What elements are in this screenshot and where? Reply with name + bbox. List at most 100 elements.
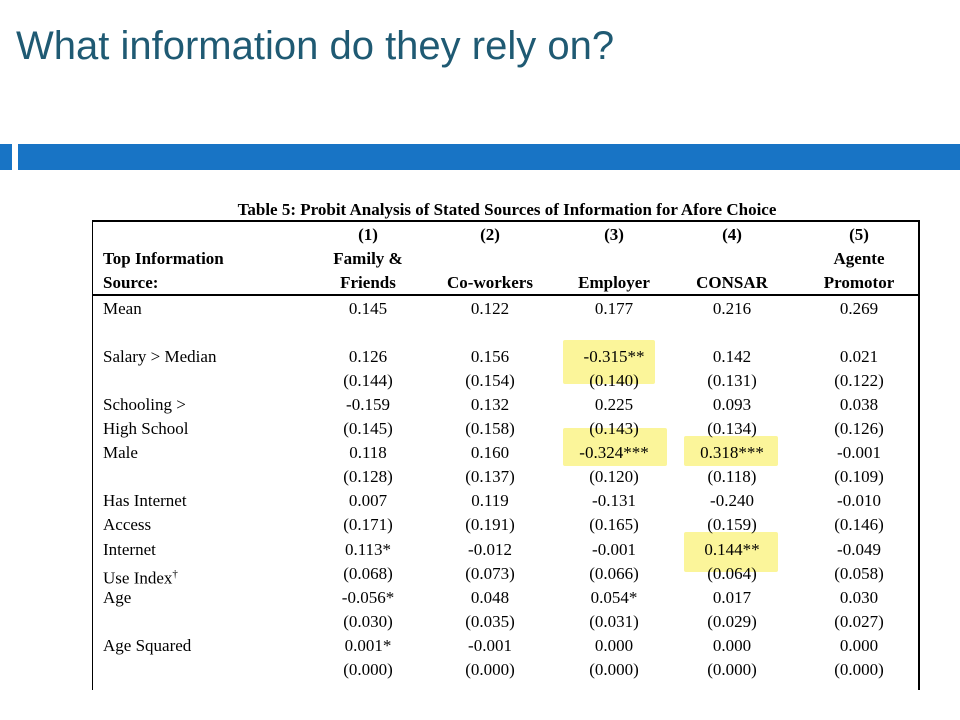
table-cell: 0.054* [590, 588, 638, 607]
table-cell: 0.038 [839, 395, 879, 414]
table-cell: 0.225 [594, 395, 634, 414]
table-cell: -0.056* [341, 588, 395, 607]
table-cell: (0.064) [707, 564, 757, 583]
col-number: (3) [604, 225, 624, 244]
table-cell: 0.122 [470, 299, 510, 318]
table-cell: (0.191) [465, 515, 515, 534]
table-cell: (0.073) [465, 564, 515, 583]
row-label: Access [103, 515, 152, 534]
table-cell: -0.315** [583, 347, 645, 366]
table-cell: (0.140) [589, 371, 639, 390]
table-cell: 0.142 [712, 347, 752, 366]
table-cell: (0.030) [343, 612, 393, 631]
table-cell: -0.159 [346, 395, 390, 414]
table-cell: (0.134) [707, 419, 757, 438]
row-label: High School [103, 419, 189, 438]
table-caption: Table 5: Probit Analysis of Stated Sourc… [237, 200, 777, 219]
table-cell: (0.131) [707, 371, 757, 390]
table-cell: 0.160 [470, 443, 510, 462]
table-cell: (0.158) [465, 419, 515, 438]
table-cell: 0.318*** [700, 443, 764, 462]
row-label: Schooling > [103, 395, 186, 414]
accent-bar [18, 144, 960, 170]
col-header-line2: Co-workers [447, 273, 533, 292]
table-cell: (0.109) [834, 467, 884, 486]
table-cell: (0.000) [707, 660, 757, 679]
table-cell: (0.000) [465, 660, 515, 679]
table-cell: 0.119 [471, 491, 509, 510]
table-cell: (0.118) [707, 467, 757, 486]
table-cell: (0.027) [834, 612, 884, 631]
table-cell: (0.000) [589, 660, 639, 679]
col-header-line2: CONSAR [696, 273, 768, 292]
table-cell: (0.000) [834, 660, 884, 679]
dagger-note: † [172, 568, 178, 580]
table-cell: 0.145 [348, 299, 388, 318]
table-cell: (0.000) [343, 660, 393, 679]
table-cell: 0.007 [348, 491, 388, 510]
table-cell: 0.000 [594, 636, 634, 655]
header-rule [92, 294, 920, 296]
table-cell: (0.159) [707, 515, 757, 534]
probit-table [92, 220, 920, 690]
table-cell: (0.066) [589, 564, 639, 583]
table-cell: 0.093 [712, 395, 752, 414]
table-cell: 0.048 [470, 588, 510, 607]
table-cell: (0.171) [343, 515, 393, 534]
table-cell: (0.126) [834, 419, 884, 438]
col-header-line1: Agente [833, 249, 885, 268]
table-cell: 0.000 [712, 636, 752, 655]
highlight-consar-male [684, 436, 778, 466]
table-cell: -0.240 [710, 491, 754, 510]
table-cell: -0.001 [592, 540, 636, 559]
table-cell: 0.021 [839, 347, 879, 366]
table-cell: 0.000 [839, 636, 879, 655]
row-label: Salary > Median [103, 347, 217, 366]
row-header-line2: Source: [103, 273, 159, 292]
table-cell: 0.156 [470, 347, 510, 366]
row-label: Age Squared [103, 636, 192, 655]
table-cell: (0.154) [465, 371, 515, 390]
table-cell: 0.144** [704, 540, 760, 559]
table-cell: (0.144) [343, 371, 393, 390]
table-cell: -0.324*** [579, 443, 649, 462]
row-label: Has Internet [103, 491, 187, 510]
table-cell: (0.035) [465, 612, 515, 631]
table-cell: (0.122) [834, 371, 884, 390]
table-cell: 0.001* [344, 636, 392, 655]
row-label: Male [103, 443, 138, 462]
table-cell: 0.132 [470, 395, 510, 414]
table-cell: -0.131 [592, 491, 636, 510]
table-cell: (0.068) [343, 564, 393, 583]
table-cell: (0.146) [834, 515, 884, 534]
accent-bar-small [0, 144, 12, 170]
highlight-employer-salary [563, 340, 655, 384]
table-cell: (0.058) [834, 564, 884, 583]
table-cell: 0.126 [348, 347, 388, 366]
col-number: (5) [849, 225, 869, 244]
table-cell: -0.001 [837, 443, 881, 462]
table-cell: 0.118 [349, 443, 387, 462]
col-number: (1) [358, 225, 378, 244]
table-cell: 0.269 [839, 299, 879, 318]
row-header-line1: Top Information [103, 249, 224, 268]
table-cell: -0.001 [468, 636, 512, 655]
table-cell: -0.010 [837, 491, 881, 510]
table-cell: (0.120) [589, 467, 639, 486]
table-cell: (0.145) [343, 419, 393, 438]
table-cell: (0.128) [343, 467, 393, 486]
table-cell: (0.031) [589, 612, 639, 631]
col-header-line2: Promotor [823, 273, 895, 292]
row-label: Use Index† [103, 568, 178, 588]
col-number: (4) [722, 225, 742, 244]
table-cell: 0.113* [344, 540, 392, 559]
table-cell: 0.017 [712, 588, 752, 607]
row-label: Internet [103, 540, 156, 559]
table-cell: (0.165) [589, 515, 639, 534]
highlight-consar-internet [684, 532, 778, 572]
table-cell: -0.012 [468, 540, 512, 559]
table-cell: (0.029) [707, 612, 757, 631]
row-label: Age [103, 588, 132, 607]
row-label: Mean [103, 299, 142, 318]
table-cell: 0.030 [839, 588, 879, 607]
